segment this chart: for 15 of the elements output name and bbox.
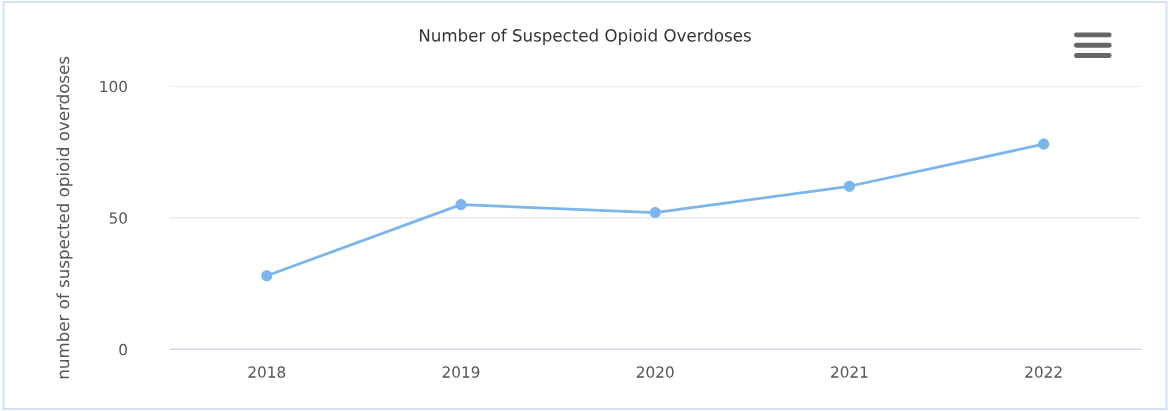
chart-title: Number of Suspected Opioid Overdoses xyxy=(419,28,751,45)
y-tick-label: 50 xyxy=(109,212,127,224)
y-tick-label: 100 xyxy=(100,80,127,93)
x-tick-label: 2019 xyxy=(442,366,480,378)
point xyxy=(455,199,467,211)
x-tick-label: 2022 xyxy=(1025,366,1062,378)
point xyxy=(261,270,273,282)
point xyxy=(649,207,661,219)
x-tick-label: 2021 xyxy=(831,366,868,378)
y-tick-label: 0 xyxy=(119,343,127,356)
y-axis-title: number of suspected opioid overdoses xyxy=(56,56,73,379)
x-tick-label: 2018 xyxy=(248,366,286,378)
x-tick-label: 2020 xyxy=(636,366,674,378)
point xyxy=(1038,138,1050,150)
point xyxy=(843,180,855,192)
